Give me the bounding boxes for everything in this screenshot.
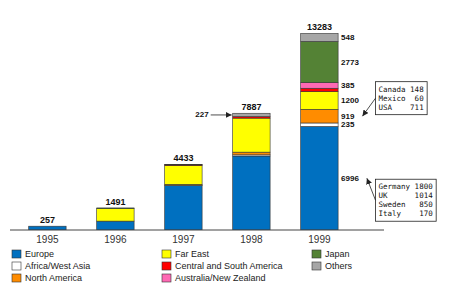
- legend-label: Far East: [175, 249, 210, 259]
- x-tick-label: 1997: [172, 234, 195, 245]
- annotation-line: Germany 1800: [379, 182, 434, 191]
- annotation-line: USA 711: [379, 103, 424, 112]
- annotation-text: Canada 148Mexico 60USA 711: [379, 85, 425, 112]
- bar-segment: [165, 164, 202, 165]
- bar-segment: [29, 226, 66, 227]
- legend-swatch: [312, 262, 321, 270]
- bar-segment: [29, 226, 66, 227]
- bar-segment: [301, 126, 338, 230]
- annotation-arrow: [362, 98, 375, 116]
- legend-swatch: [12, 250, 21, 258]
- bar-segment: [301, 33, 338, 41]
- legend-swatch: [162, 250, 171, 258]
- bar-segment: [165, 164, 202, 165]
- bar-segment: [165, 165, 202, 184]
- labels: 257 1491 4433 7887 13283 6996 235919 1200 385 277…: [40, 22, 360, 225]
- bar-segment: [165, 164, 202, 165]
- legend-label: Japan: [325, 249, 350, 259]
- annotation-box: [376, 82, 428, 115]
- bar-segment: [301, 109, 338, 123]
- bar-segment: [29, 226, 66, 227]
- value-label: 235: [341, 120, 355, 129]
- legend-label: Europe: [25, 249, 54, 259]
- annotation-line: Canada 148: [379, 85, 425, 94]
- value-label: 227: [195, 110, 209, 119]
- bar-segment: [165, 186, 202, 230]
- value-label: 2773: [341, 58, 359, 67]
- bar-segment: [97, 207, 134, 209]
- annotation-line: Sweden 850: [379, 200, 434, 209]
- total-label: 4433: [173, 153, 193, 163]
- bar-segment: [301, 88, 338, 91]
- legend-swatch: [12, 262, 21, 270]
- bar-segment: [233, 113, 270, 116]
- value-label: 548: [341, 33, 355, 42]
- x-axis-line: [10, 230, 384, 231]
- bar-segment: [301, 42, 338, 83]
- legend-label: Others: [325, 261, 353, 271]
- annotation-line: UK 1014: [379, 191, 434, 200]
- legend-swatch: [312, 250, 321, 258]
- bar-segment: [97, 208, 134, 209]
- value-label: 919: [341, 112, 355, 121]
- bar-segment: [301, 83, 338, 89]
- bar-segment: [233, 152, 270, 155]
- legend-label: North America: [25, 273, 82, 283]
- annotation-line: Italy 170: [379, 209, 434, 218]
- annotation-line: Mexico 60: [379, 94, 425, 103]
- bar-segment: [233, 118, 270, 152]
- value-label: 6996: [341, 174, 359, 183]
- total-label: 7887: [241, 102, 261, 112]
- annotation-arrow: [367, 178, 376, 200]
- legend-label: Central and South America: [175, 261, 283, 271]
- bar-segment: [301, 92, 338, 110]
- bar-segment: [97, 208, 134, 209]
- x-axis: 1995 1996 1997 1998 1999: [10, 230, 384, 245]
- bar-segment: [97, 209, 134, 221]
- bar-segment: [29, 226, 66, 230]
- legend-label: Africa/West Asia: [25, 261, 90, 271]
- total-label: 1491: [105, 197, 125, 207]
- bar-segment: [97, 221, 134, 230]
- bar-segment: [233, 156, 270, 230]
- legend: Europe Africa/West Asia North America Far E…: [12, 249, 353, 283]
- chart: 1995 1996 1997 1998 1999 257 1491 4433 7887 13283…: [0, 0, 459, 289]
- bar-segment: [301, 123, 338, 126]
- bar-segment: [29, 226, 66, 227]
- x-tick-label: 1996: [104, 234, 127, 245]
- bar-segment: [165, 185, 202, 186]
- bar-segment: [165, 164, 202, 165]
- x-tick-label: 1999: [308, 234, 331, 245]
- bar-segment: [29, 226, 66, 227]
- legend-swatch: [162, 262, 171, 270]
- bars: [29, 33, 338, 230]
- legend-label: Australia/New Zealand: [175, 273, 266, 283]
- x-tick-label: 1998: [240, 234, 263, 245]
- value-label: 385: [341, 81, 355, 90]
- annotation-text: Germany 1800UK 1014Sweden 850Italy 170: [379, 182, 434, 218]
- bar-segment: [97, 207, 134, 208]
- x-tick-label: 1995: [36, 234, 59, 245]
- label-arrow: [211, 114, 232, 115]
- total-label: 257: [40, 215, 55, 225]
- annotation-box: [376, 179, 437, 221]
- value-label: 1200: [341, 96, 359, 105]
- total-label: 13283: [307, 22, 332, 32]
- bar-segment: [29, 226, 66, 227]
- annotations: Canada 148Mexico 60USA 711 Germany 1800UK…: [362, 82, 436, 222]
- legend-swatch: [12, 274, 21, 282]
- bar-segment: [29, 226, 66, 227]
- legend-swatch: [162, 274, 171, 282]
